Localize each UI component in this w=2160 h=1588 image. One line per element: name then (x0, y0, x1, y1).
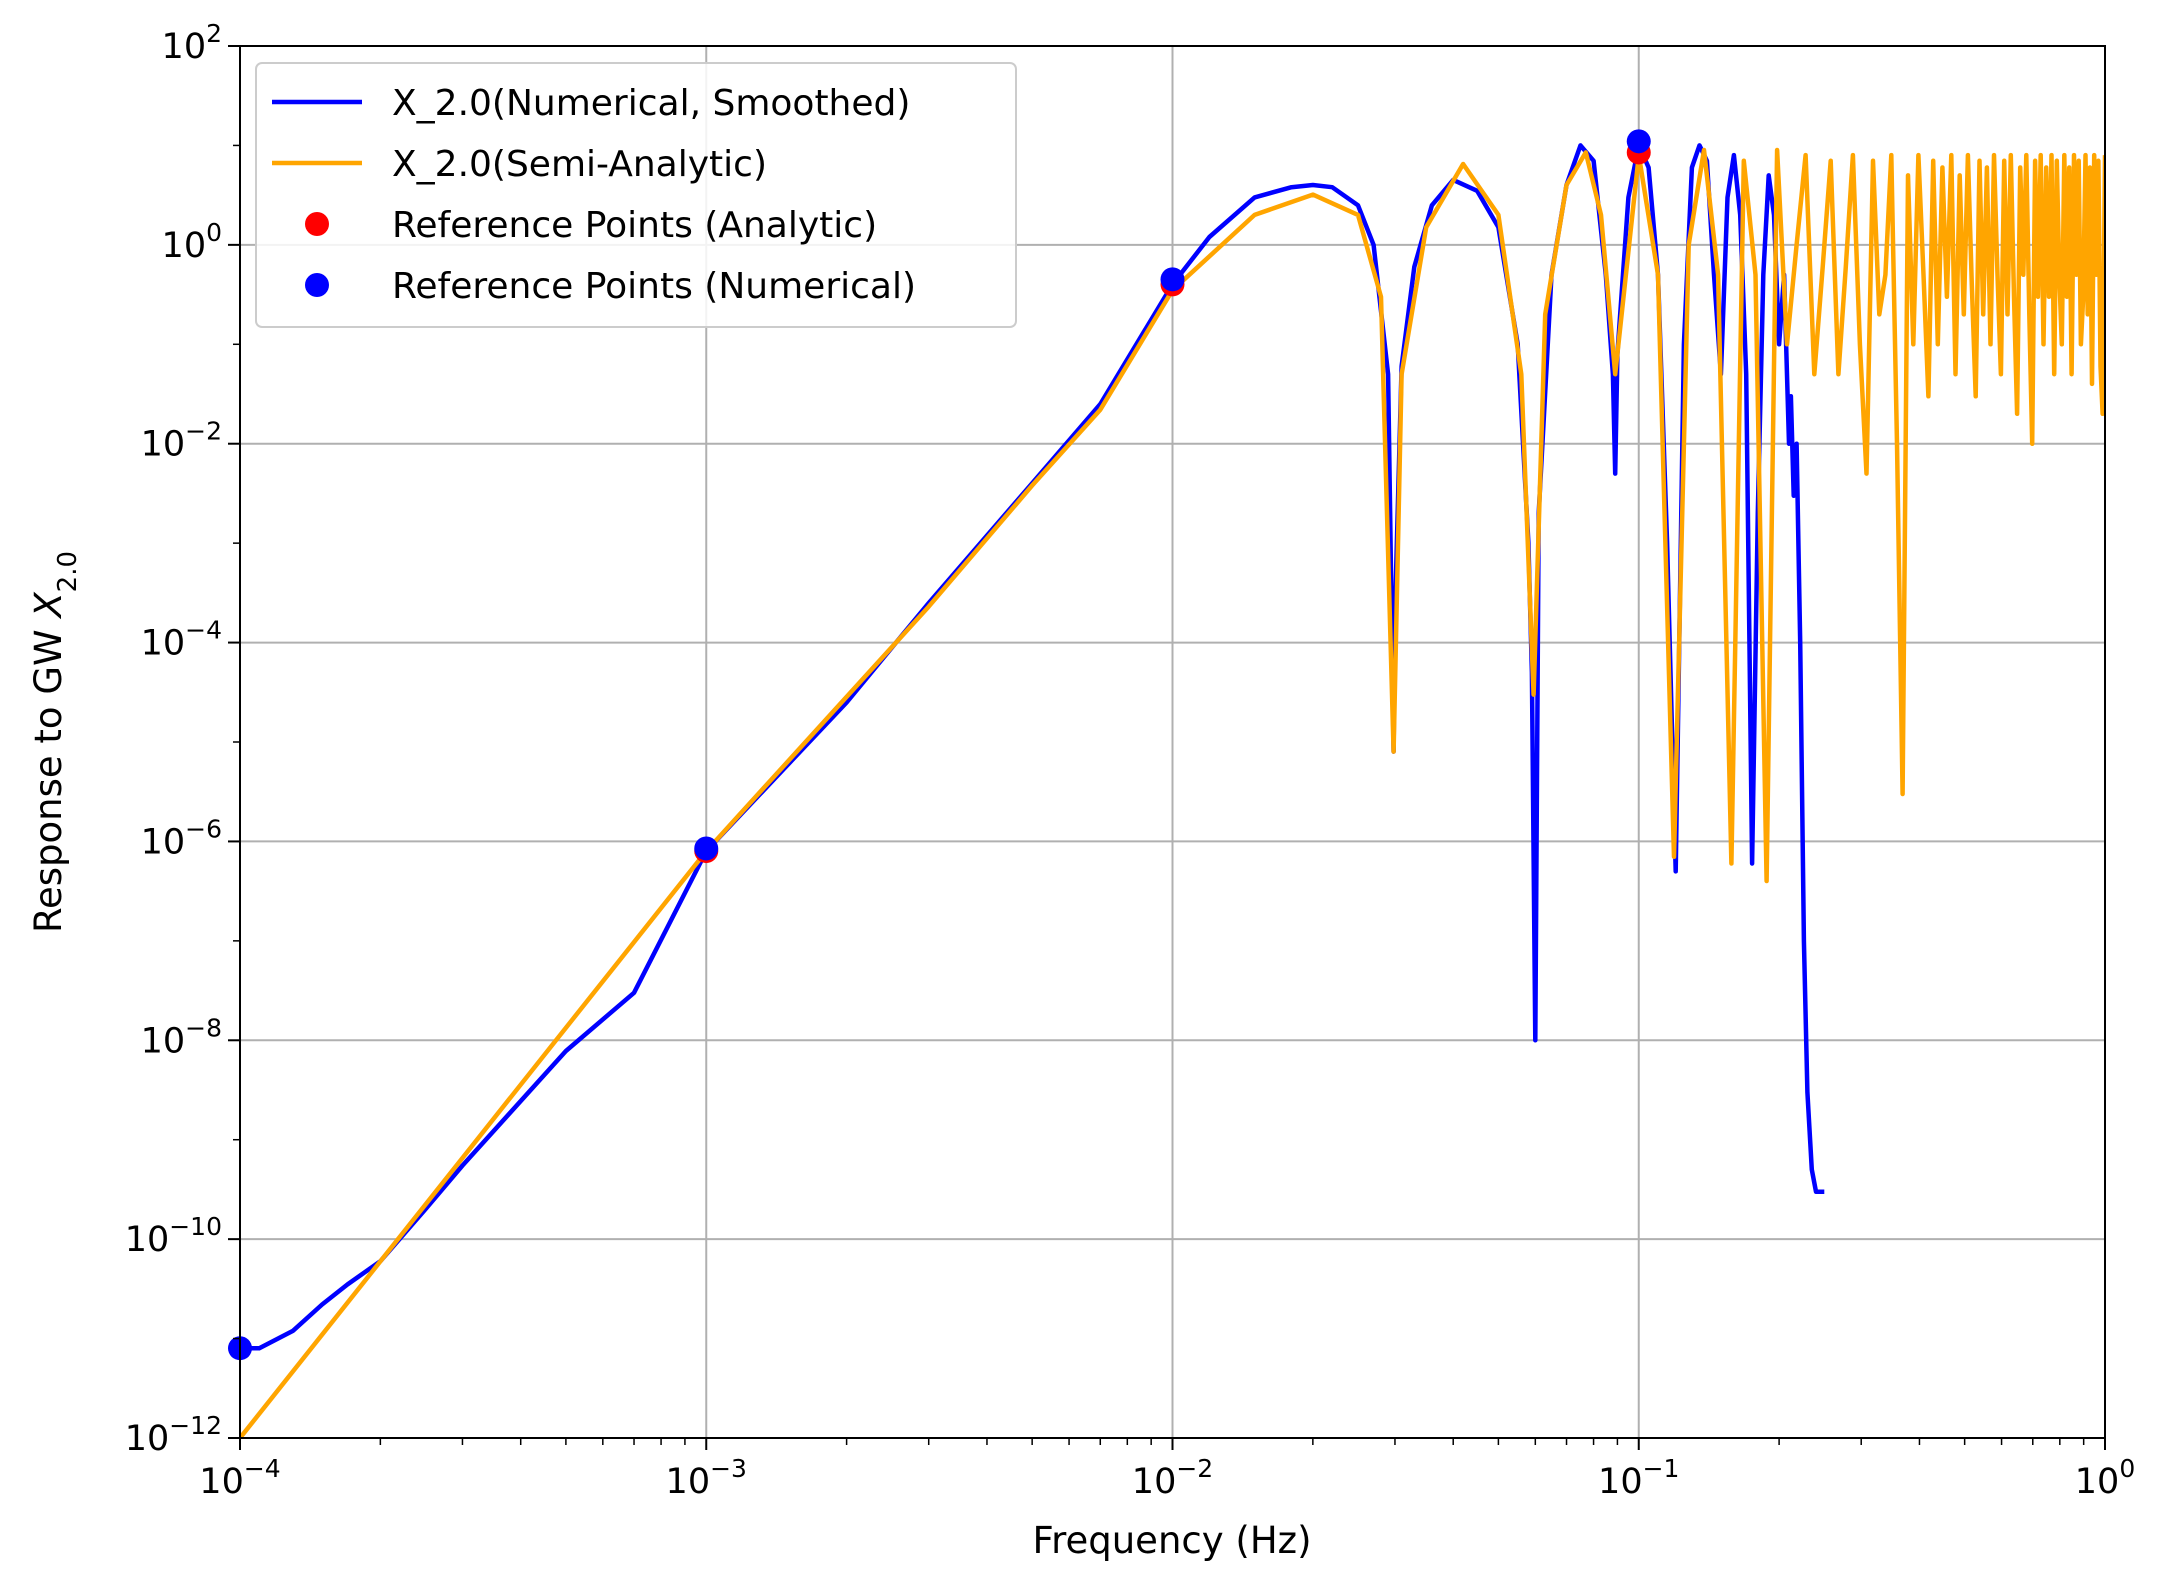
y-tick-base: 10 (125, 1220, 170, 1260)
x-tick-base: 10 (199, 1462, 244, 1502)
y-tick-label: 10−6 (141, 814, 222, 862)
y-tick-exponent: −6 (185, 814, 222, 843)
x-tick-base: 10 (2075, 1462, 2120, 1502)
legend-box (255, 62, 1017, 328)
legend-entry-label: Reference Points (Numerical) (392, 266, 916, 307)
y-tick-base: 10 (141, 822, 186, 862)
reference-point-4 (1626, 129, 1651, 154)
y-tick-label: 10−12 (125, 1411, 222, 1459)
x-tick-base: 10 (666, 1462, 711, 1502)
y-tick-base: 10 (141, 425, 186, 465)
x-tick-label: 10−1 (1598, 1454, 1679, 1502)
legend-entry-label: Reference Points (Analytic) (392, 205, 877, 246)
y-tick-exponent: 0 (206, 218, 222, 247)
series-layer (240, 143, 2105, 1438)
y-tick-base: 10 (125, 1419, 170, 1459)
x-tick-exponent: −3 (710, 1454, 747, 1483)
x-tick-base: 10 (1598, 1462, 1643, 1502)
ticks: 10−4 10−3 10−2 10−1 10010−1210−1010−810−610−… (125, 19, 2136, 1502)
y-axis-label: Response to GW X2.0 (27, 551, 83, 933)
y-tick-exponent: −12 (169, 1411, 222, 1440)
y-tick-label: 10−10 (125, 1212, 222, 1260)
x-tick-label: 100 (2075, 1454, 2135, 1502)
y-tick-exponent: −10 (169, 1212, 222, 1241)
y-tick-base: 10 (162, 226, 207, 266)
x-tick-label: 10−2 (1132, 1454, 1213, 1502)
y-tick-label: 10−4 (141, 616, 222, 664)
legend-swatch-marker (305, 212, 329, 236)
y-tick-base: 10 (162, 27, 207, 67)
y-tick-base: 10 (141, 624, 186, 664)
y-axis-label-prefix: Response to GW (27, 618, 70, 933)
y-tick-exponent: −2 (185, 417, 222, 446)
y-axis-label-var: X (27, 591, 70, 620)
y-tick-label: 10−8 (141, 1013, 222, 1061)
x-tick-exponent: −2 (1176, 1454, 1213, 1483)
legend-swatch-marker (305, 273, 329, 297)
y-tick-base: 10 (141, 1021, 186, 1061)
series-line-2 (240, 147, 2105, 1438)
y-tick-label: 102 (162, 19, 222, 67)
x-tick-exponent: −4 (244, 1454, 281, 1483)
y-tick-label: 100 (162, 218, 222, 266)
x-tick-exponent: −1 (1643, 1454, 1680, 1483)
y-tick-exponent: 2 (206, 19, 222, 48)
x-tick-exponent: 0 (2119, 1454, 2135, 1483)
x-tick-label: 10−3 (666, 1454, 747, 1502)
x-tick-base: 10 (1132, 1462, 1177, 1502)
x-tick-label: 10−4 (199, 1454, 280, 1502)
reference-point-4 (1160, 267, 1185, 292)
legend-entry-label: X_2.0(Numerical, Smoothed) (392, 83, 910, 124)
legend: X_2.0(Numerical, Smoothed) X_2.0(Semi-Ana… (255, 62, 1017, 328)
y-tick-exponent: −8 (185, 1013, 222, 1042)
y-axis-label-sub: 2.0 (53, 551, 83, 592)
x-axis-label: Frequency (Hz) (1032, 1519, 1311, 1562)
reference-point-4 (694, 836, 719, 861)
y-tick-exponent: −4 (185, 616, 222, 645)
y-tick-label: 10−2 (141, 417, 222, 465)
legend-entry-label: X_2.0(Semi-Analytic) (392, 144, 767, 185)
